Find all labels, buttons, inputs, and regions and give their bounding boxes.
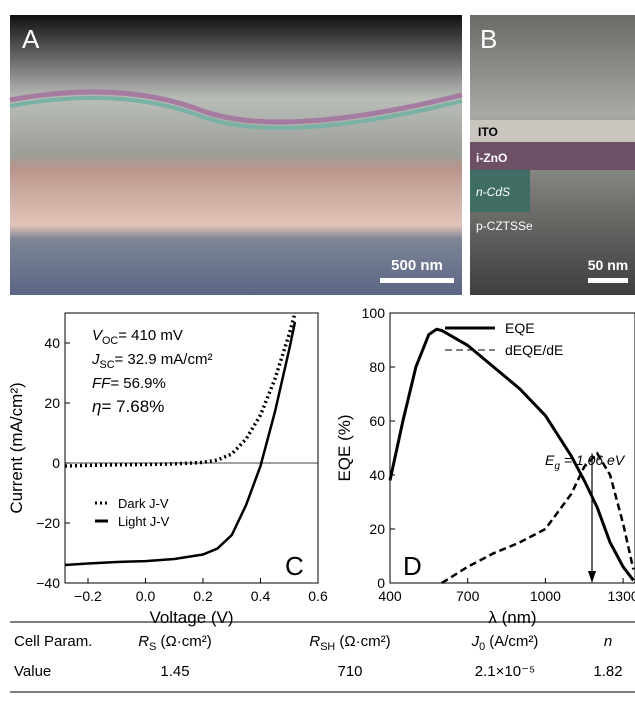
y-axis-label: EQE (%): [335, 414, 354, 481]
table-header: Cell Param.: [14, 633, 92, 650]
x-axis-label: Voltage (V): [149, 608, 233, 627]
y-tick-label: 20: [44, 395, 60, 411]
panel-label: C: [285, 551, 304, 581]
x-tick-label: 1000: [530, 588, 561, 604]
annotation-text: (A/cm²): [485, 633, 538, 650]
y-tick-label: 60: [369, 413, 385, 429]
y-axis-label: Current (mA/cm²): [7, 382, 26, 513]
table-header: RS (Ω·cm²): [138, 633, 211, 653]
annotation-text: = 32.9 mA/cm²: [115, 351, 213, 368]
panel-label: A: [22, 24, 40, 54]
annotation-text: (Ω·cm²): [335, 633, 390, 650]
scale-bar: [588, 278, 628, 283]
layer-label: n-CdS: [476, 185, 510, 199]
layer-label: ITO: [478, 125, 498, 139]
y-tick-label: 0: [52, 455, 60, 471]
x-tick-label: −0.2: [74, 588, 102, 604]
annotation: Eg = 1.06 eV: [545, 452, 626, 472]
table-cell: 2.1×10⁻⁵: [475, 663, 535, 680]
table-header: J0 (A/cm²): [471, 633, 539, 653]
y-tick-label: 100: [362, 305, 386, 321]
annotation: η= 7.68%: [92, 397, 164, 416]
annotation: JSC= 32.9 mA/cm²: [91, 351, 212, 371]
table-header: RSH (Ω·cm²): [309, 633, 390, 653]
table-cell: 1.45: [160, 663, 189, 680]
subscript: S: [149, 641, 156, 653]
data-line: [442, 453, 634, 583]
annotation-text: = 410 mV: [118, 327, 183, 344]
annotation: VOC= 410 mV: [92, 327, 183, 347]
x-tick-label: 700: [456, 588, 480, 604]
x-tick-label: 0.0: [136, 588, 156, 604]
annotation-text: = 7.68%: [101, 397, 164, 416]
sem-image-a: [10, 15, 462, 295]
annotation: FF= 56.9%: [92, 375, 166, 392]
y-tick-label: 40: [44, 335, 60, 351]
scale-label: 50 nm: [588, 257, 628, 273]
panel-label: B: [480, 24, 497, 54]
y-tick-label: 40: [369, 467, 385, 483]
scale-label: 500 nm: [391, 257, 443, 274]
symbol: R: [309, 633, 320, 650]
scale-bar: [380, 278, 454, 283]
table-cell: Value: [14, 663, 51, 680]
y-tick-label: 80: [369, 359, 385, 375]
table-cell: 710: [337, 663, 362, 680]
x-tick-label: 1300: [608, 588, 635, 604]
x-axis-label: λ (nm): [488, 608, 536, 627]
legend-label: Dark J-V: [118, 496, 169, 511]
subscript: OC: [102, 335, 118, 347]
x-tick-label: 0.6: [308, 588, 328, 604]
symbol: FF: [92, 375, 111, 392]
arrow-head: [588, 571, 596, 583]
symbol: η: [92, 397, 101, 416]
legend-label: dEQE/dE: [505, 342, 563, 358]
legend-label: EQE: [505, 320, 535, 336]
y-tick-label: −20: [36, 515, 60, 531]
y-tick-label: −40: [36, 575, 60, 591]
legend-label: Light J-V: [118, 514, 170, 529]
table-header: n: [604, 633, 612, 650]
figure: A 500 nm B ITO i-ZnO n-CdS p-CZTSSe 50 n…: [0, 0, 635, 709]
annotation-text: = 1.06 eV: [560, 452, 626, 468]
table-cell: 1.82: [593, 663, 622, 680]
y-tick-label: 0: [377, 575, 385, 591]
subscript: SH: [320, 641, 335, 653]
symbol: R: [138, 633, 149, 650]
subscript: SC: [100, 359, 115, 371]
annotation-text: (Ω·cm²): [156, 633, 211, 650]
panel-label: D: [403, 551, 422, 581]
x-tick-label: 0.4: [251, 588, 271, 604]
x-tick-label: 0.2: [193, 588, 213, 604]
layer-label: i-ZnO: [476, 151, 507, 165]
layer-label: p-CZTSSe: [476, 219, 533, 233]
annotation-text: = 56.9%: [110, 375, 165, 392]
y-tick-label: 20: [369, 521, 385, 537]
symbol: n: [604, 633, 612, 650]
